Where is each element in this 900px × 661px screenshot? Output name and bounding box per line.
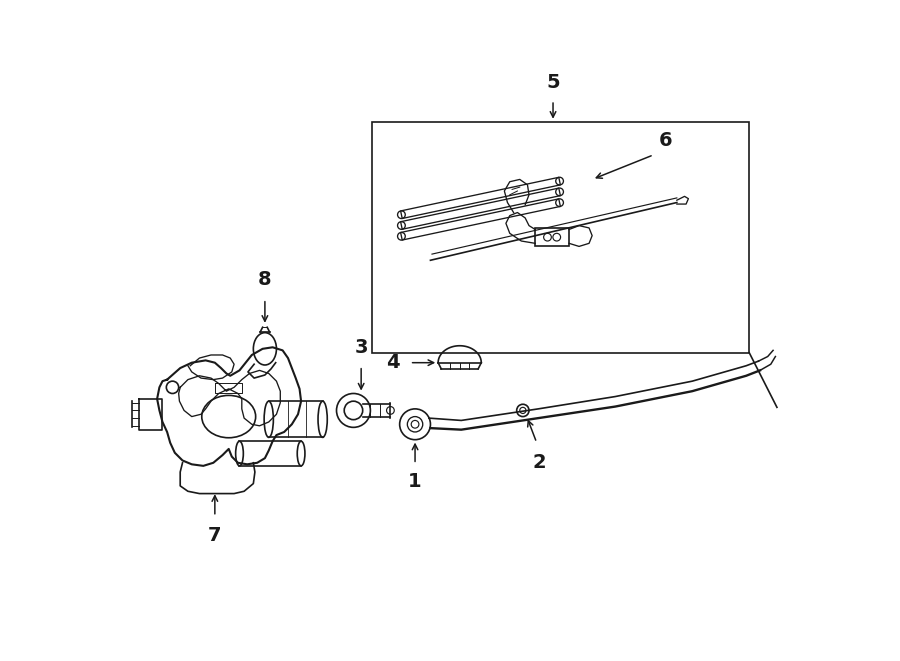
Text: 4: 4 — [386, 353, 400, 372]
Text: 6: 6 — [659, 131, 672, 150]
Text: 2: 2 — [533, 453, 546, 472]
Text: 3: 3 — [355, 338, 368, 356]
Text: 8: 8 — [258, 270, 272, 289]
Text: 7: 7 — [208, 526, 221, 545]
Text: 1: 1 — [409, 472, 422, 491]
Text: 5: 5 — [546, 73, 560, 93]
